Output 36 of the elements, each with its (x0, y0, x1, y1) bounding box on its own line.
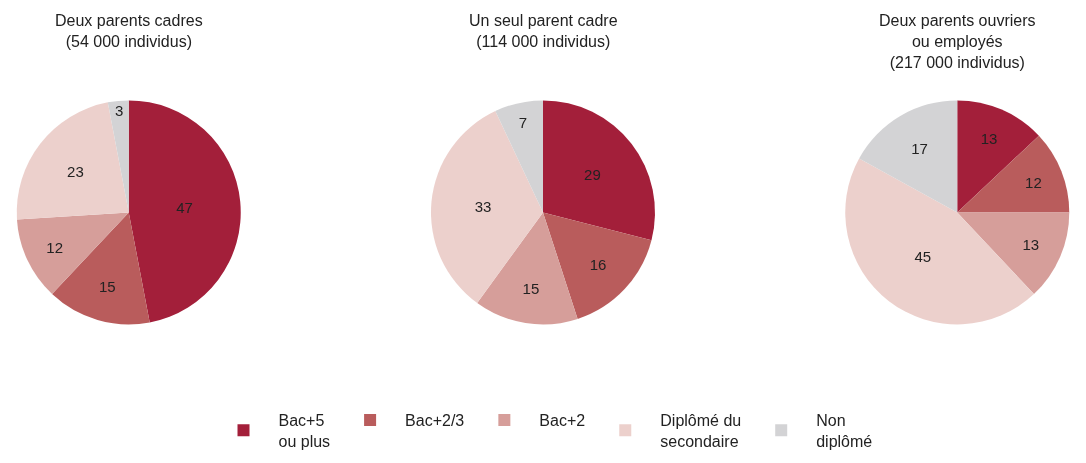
legend-label: Bac+5 ou plus (278, 412, 331, 450)
pie-slice (495, 100, 543, 213)
pie-slice (859, 100, 958, 213)
data-label: 15 (522, 279, 540, 297)
data-label: 15 (98, 277, 116, 295)
pie-slice (957, 100, 1039, 213)
pie-slice (128, 100, 241, 323)
pie-slice (477, 212, 578, 325)
pie-slice (957, 135, 1070, 213)
legend-label: Bac+2/3 (405, 412, 465, 430)
data-label: 12 (46, 238, 64, 256)
data-label: 17 (911, 140, 928, 158)
data-label: 23 (67, 162, 84, 180)
pie-slice (431, 111, 543, 304)
pie-slice (543, 100, 655, 241)
data-label: 16 (589, 255, 607, 273)
chart-title: Deux parents cadres (54 000 individus) (55, 12, 203, 50)
data-label: 3 (114, 101, 124, 119)
legend-label: Non diplômé (816, 412, 873, 450)
data-label: 13 (1022, 235, 1040, 253)
data-label: 12 (1025, 173, 1042, 191)
data-label: 33 (474, 198, 492, 216)
pie-slice (957, 212, 1070, 295)
data-label: 47 (176, 198, 193, 216)
pie-slice (16, 212, 129, 295)
data-label: 13 (980, 130, 998, 148)
data-label: 45 (914, 248, 932, 266)
legend-label: Bac+2 (539, 412, 586, 430)
pie-slice (543, 212, 652, 319)
chart-title: Un seul parent cadre (114 000 individus) (469, 12, 618, 50)
legend-label: Diplômé du secondaire (660, 412, 742, 450)
data-label: 7 (518, 114, 528, 132)
pie-slice (107, 100, 129, 213)
pie-slice (16, 102, 129, 220)
data-label: 29 (584, 165, 601, 183)
chart-title: Deux parents ouvriers ou employés (217 000 individus) (879, 12, 1036, 71)
